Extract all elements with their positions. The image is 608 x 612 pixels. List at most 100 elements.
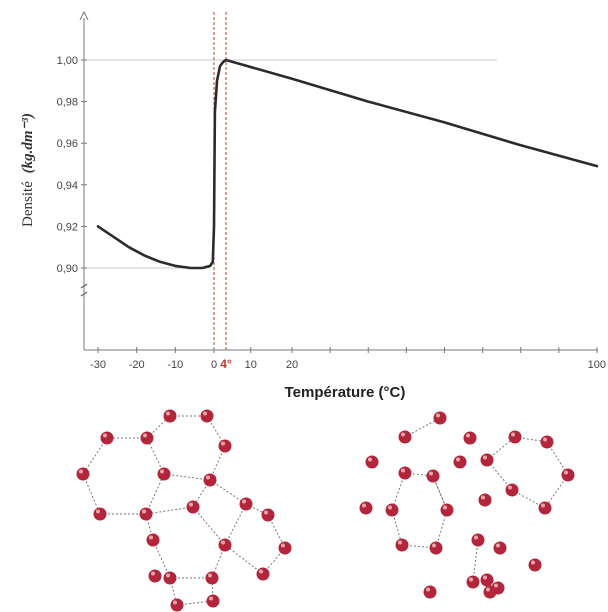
- molecule-highlight: [436, 413, 440, 418]
- water-molecule: [493, 541, 507, 555]
- water-molecule: [206, 594, 220, 608]
- molecule-highlight: [142, 509, 146, 514]
- x-tick-label: 0: [211, 359, 217, 371]
- water-molecule: [239, 497, 253, 511]
- hydrogen-bond: [152, 539, 171, 579]
- molecule-highlight: [483, 575, 487, 580]
- hydrogen-bond: [391, 472, 406, 511]
- molecule-highlight: [143, 433, 147, 438]
- water-molecule: [538, 501, 552, 515]
- x-tick-label: -10: [167, 359, 183, 371]
- water-molecule: [398, 466, 412, 480]
- water-molecule: [561, 468, 575, 482]
- molecule-highlight: [481, 495, 485, 500]
- hydrogen-bond: [404, 417, 441, 438]
- y-axis-arrow: [79, 10, 89, 21]
- molecule-highlight: [494, 583, 498, 588]
- y-axis-unit: (kg.dm⁻³): [20, 113, 36, 173]
- water-molecule: [163, 571, 177, 585]
- water-molecule: [480, 573, 494, 587]
- water-molecule: [429, 541, 443, 555]
- molecule-highlight: [166, 573, 170, 578]
- molecule-highlight: [189, 502, 193, 507]
- molecule-highlight: [79, 469, 83, 474]
- water-molecule: [218, 439, 232, 453]
- x-tick-label: 4°: [220, 357, 232, 371]
- molecule-highlight: [432, 543, 436, 548]
- x-tick-label: 20: [286, 359, 298, 371]
- molecule-highlight: [401, 468, 405, 473]
- plot-area: 0,90 0,92 0,94 0,96 0,98 1,00 -30 -20 -10 0 4° 10 2…: [57, 10, 606, 371]
- ice-structure: [76, 409, 292, 612]
- y-tick-label: 1,00: [57, 55, 78, 67]
- water-molecule: [480, 453, 494, 467]
- molecule-highlight: [401, 432, 405, 437]
- molecule-highlight: [531, 560, 535, 565]
- water-molecule: [170, 598, 184, 612]
- hydrogen-bond: [146, 437, 165, 475]
- hydrogen-bond: [82, 473, 101, 515]
- molecule-highlight: [362, 503, 366, 508]
- molecule-highlight: [209, 596, 213, 601]
- water-molecule: [478, 493, 492, 507]
- water-molecule: [76, 467, 90, 481]
- water-molecule: [93, 507, 107, 521]
- water-molecule: [218, 538, 232, 552]
- water-molecule: [140, 431, 154, 445]
- water-molecule: [139, 507, 153, 521]
- hydrogen-bond: [472, 539, 479, 583]
- x-tick-label: -20: [129, 359, 145, 371]
- molecule-highlight: [96, 509, 100, 514]
- water-molecule: [146, 533, 160, 547]
- y-tick-label: 0,94: [57, 180, 78, 192]
- water-molecule: [163, 409, 177, 423]
- water-molecule: [491, 581, 505, 595]
- water-molecule: [359, 501, 373, 515]
- y-tick-label: 0,98: [57, 97, 78, 109]
- hydrogen-bond: [163, 473, 211, 481]
- molecule-highlight: [483, 455, 487, 460]
- water-molecule: [186, 500, 200, 514]
- molecule-highlight: [259, 569, 263, 574]
- water-molecule: [540, 435, 554, 449]
- y-axis-label: Densité: [20, 181, 36, 227]
- hydrogen-bond: [192, 506, 226, 546]
- liquid-water-structure: [359, 411, 575, 599]
- water-molecule: [426, 469, 440, 483]
- hydrogen-bond: [145, 473, 165, 515]
- molecule-highlight: [456, 457, 460, 462]
- molecule-highlight: [564, 470, 568, 475]
- y-tick-label: 0,90: [57, 263, 78, 275]
- molecule-highlight: [149, 535, 153, 540]
- molecule-highlight: [221, 441, 225, 446]
- molecule-highlight: [281, 543, 285, 548]
- water-molecule: [466, 575, 480, 589]
- molecule-highlight: [541, 503, 545, 508]
- y-axis-title: Densité (kg.dm⁻³): [20, 113, 36, 227]
- hydrogen-bond: [209, 479, 247, 505]
- water-molecule: [100, 431, 114, 445]
- molecule-highlight: [166, 411, 170, 416]
- molecule-highlight: [486, 587, 490, 592]
- molecular-structure-illustration: [76, 409, 575, 612]
- water-molecule: [398, 430, 412, 444]
- water-molecule: [433, 411, 447, 425]
- molecule-highlight: [429, 471, 433, 476]
- hydrogen-bond: [544, 474, 569, 509]
- water-molecule: [278, 541, 292, 555]
- molecule-highlight: [466, 433, 470, 438]
- water-molecule: [385, 503, 399, 517]
- hydrogen-bond: [435, 509, 448, 549]
- hydrogen-bond: [486, 459, 513, 491]
- molecule-highlight: [264, 510, 268, 515]
- water-molecule: [395, 538, 409, 552]
- y-tick-label: 0,92: [57, 221, 78, 233]
- x-tick-label: 10: [245, 359, 257, 371]
- molecule-highlight: [151, 571, 155, 576]
- water-molecule: [463, 431, 477, 445]
- water-molecule: [203, 473, 217, 487]
- hydrogen-bond: [145, 506, 194, 515]
- hydrogen-bond: [546, 441, 569, 476]
- water-molecule: [505, 483, 519, 497]
- hydrogen-bond: [224, 503, 247, 546]
